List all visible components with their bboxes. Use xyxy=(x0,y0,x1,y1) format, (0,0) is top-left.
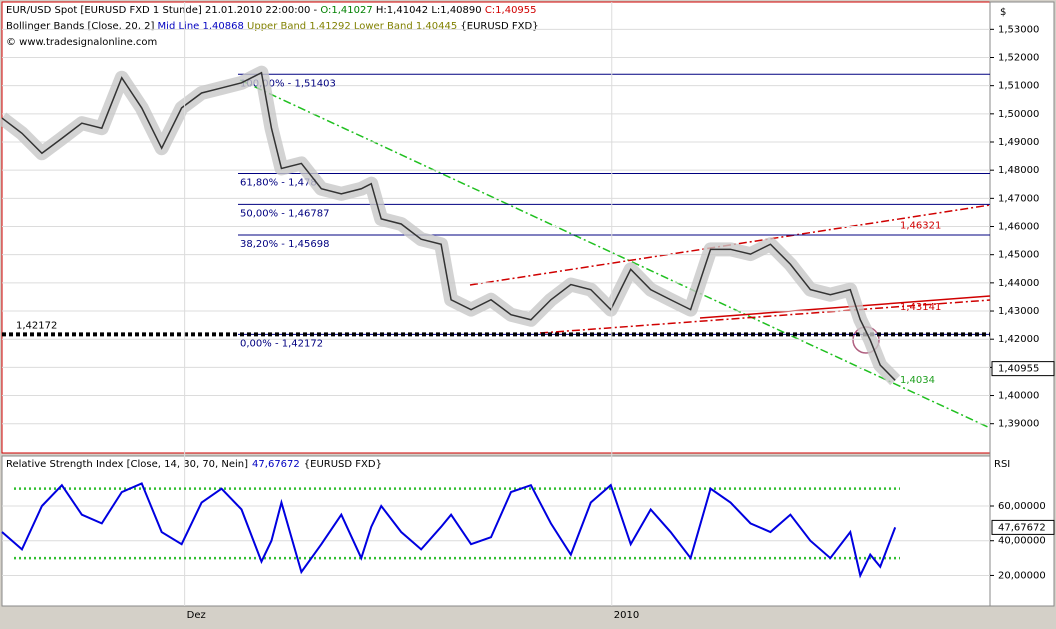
copyright: © www.tradesignalonline.com xyxy=(6,37,157,48)
y-tick-label: 20,00000 xyxy=(998,570,1046,581)
y-tick-label: 1,51000 xyxy=(998,81,1039,92)
rsi-title-text: Relative Strength Index [Close, 14, 30, … xyxy=(6,459,248,470)
annotation: 1,43141 xyxy=(900,302,941,313)
price-line xyxy=(1,71,896,381)
fib-label: 0,00% - 1,42172 xyxy=(240,338,323,349)
last-value-label: 1,40955 xyxy=(998,364,1039,375)
annotation: 1,46321 xyxy=(900,220,941,231)
header-part: {EURUSD FXD} xyxy=(457,21,538,32)
header-part: Mid Line 1,40868 xyxy=(154,21,243,32)
price-panel xyxy=(1,1,991,454)
y-tick-label: 1,53000 xyxy=(998,24,1039,35)
last-value-box xyxy=(991,361,1055,377)
axis-title: $ xyxy=(1000,7,1006,18)
y-tick-label: 1,46000 xyxy=(998,222,1039,233)
y-tick-label: 1,50000 xyxy=(998,109,1039,120)
fib-label: 38,20% - 1,45698 xyxy=(240,239,329,250)
fib-label: 61,80% - 1,478 xyxy=(240,178,317,189)
y-tick-label: 1,47000 xyxy=(998,193,1039,204)
y-tick-label: 1,48000 xyxy=(998,165,1039,176)
y-tick-label: 40,00000 xyxy=(998,536,1046,547)
y-tick-label: 1,45000 xyxy=(998,250,1039,261)
trend-line xyxy=(539,299,991,334)
y-tick-label: 1,49000 xyxy=(998,137,1039,148)
y-tick-label: 1,52000 xyxy=(998,52,1039,63)
x-tick-label: 2010 xyxy=(614,610,639,621)
y-tick-label: 1,40000 xyxy=(998,391,1039,402)
y-tick-label: 1,43000 xyxy=(998,306,1039,317)
rsi-title: Relative Strength Index [Close, 14, 30, … xyxy=(6,459,382,470)
last-value-box xyxy=(991,519,1055,535)
header-part: Lower Band 1,40445 xyxy=(351,21,458,32)
header-part: Bollinger Bands [Close, 20, 2] xyxy=(6,21,154,32)
header-part: C:1,40955 xyxy=(485,5,537,16)
y-tick-label: 1,39000 xyxy=(998,419,1039,430)
x-tick-label: Dez xyxy=(187,610,206,621)
axis-panel xyxy=(989,1,1055,607)
legend: Bollinger Bands [Close, 20, 2] Mid Line … xyxy=(6,21,539,32)
header-part: EUR/USD Spot [EURUSD FXD 1 Stunde] 21.01… xyxy=(6,5,320,16)
header: EUR/USD Spot [EURUSD FXD 1 Stunde] 21.01… xyxy=(6,5,537,16)
rsi-panel xyxy=(1,455,991,607)
fib-label: 50,00% - 1,46787 xyxy=(240,208,329,219)
rsi-line xyxy=(1,482,897,579)
header-part: H:1,41042 L:1,40890 xyxy=(373,5,485,16)
annotation: 1,4034 xyxy=(900,375,935,386)
fib-label: 100,00% - 1,51403 xyxy=(240,78,336,89)
trend-line xyxy=(699,295,991,319)
rsi-suffix: {EURUSD FXD} xyxy=(304,459,382,470)
y-tick-label: 60,00000 xyxy=(998,501,1046,512)
header-part: O:1,41027 xyxy=(320,5,372,16)
support-label: 1,42172 xyxy=(16,320,57,331)
trend-line xyxy=(239,79,991,429)
rsi-value: 47,67672 xyxy=(252,459,300,470)
y-tick-label: 1,44000 xyxy=(998,278,1039,289)
axis-title: RSI xyxy=(994,459,1010,470)
last-value-label: 47,67672 xyxy=(998,522,1046,533)
header-part: Upper Band 1,41292 xyxy=(244,21,351,32)
y-tick-label: 1,42000 xyxy=(998,334,1039,345)
